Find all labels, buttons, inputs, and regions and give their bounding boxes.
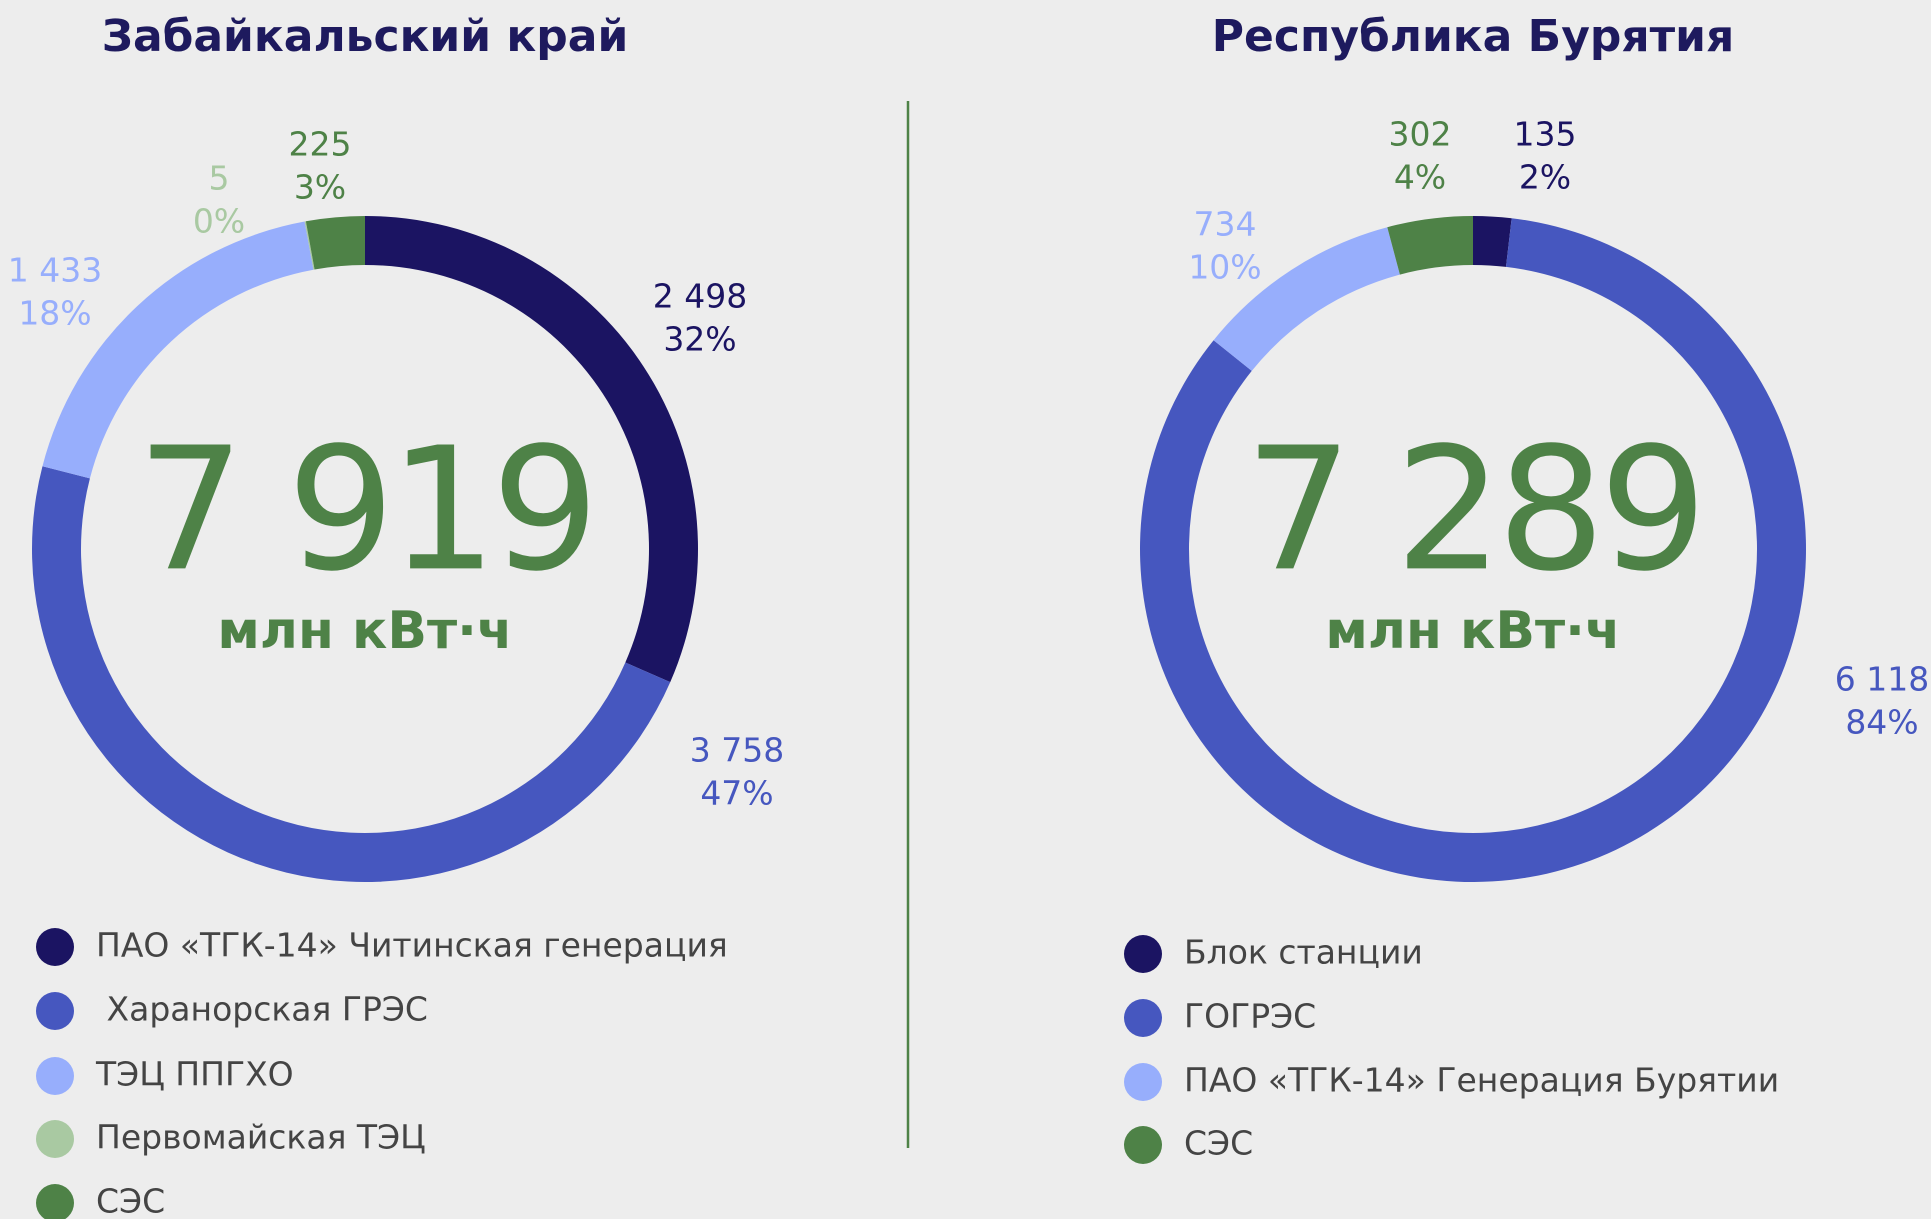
legend-label: СЭС	[96, 1182, 165, 1219]
legend-label: Первомайская ТЭЦ	[96, 1118, 426, 1157]
donut-segment	[32, 466, 671, 882]
legend-label: Блок станции	[1184, 933, 1423, 972]
donut-segment	[1213, 227, 1400, 371]
legend-marker	[36, 992, 74, 1030]
total-unit: млн кВт·ч	[1325, 601, 1620, 661]
percent-label: 10%	[1188, 248, 1261, 287]
chart-title: Забайкальский край	[102, 11, 629, 62]
legend-marker	[1124, 1063, 1162, 1101]
donut-segment	[1473, 216, 1512, 267]
percent-label: 32%	[663, 320, 736, 359]
legend-label: ПАО «ТГК-14» Читинская генерация	[96, 926, 728, 965]
percent-label: 84%	[1845, 703, 1918, 742]
chart-title: Республика Бурятия	[1212, 11, 1734, 62]
percent-label: 3%	[294, 168, 346, 207]
percent-label: 4%	[1394, 158, 1446, 197]
legend-label: ПАО «ТГК-14» Генерация Бурятии	[1184, 1061, 1779, 1100]
value-label: 3 758	[690, 731, 784, 770]
percent-label: 47%	[700, 774, 773, 813]
value-label: 2 498	[653, 277, 747, 316]
donut-segment	[365, 216, 698, 683]
value-label: 225	[289, 125, 352, 164]
donut-segment	[42, 221, 314, 479]
percent-label: 2%	[1519, 158, 1571, 197]
value-label: 1 433	[8, 251, 102, 290]
donut-segment	[304, 221, 315, 270]
total-value: 7 919	[137, 411, 594, 609]
value-label: 5	[209, 159, 230, 198]
legend-label: СЭС	[1184, 1124, 1253, 1163]
total-value: 7 289	[1245, 411, 1702, 609]
percent-label: 18%	[18, 294, 91, 333]
legend-marker	[1124, 1126, 1162, 1164]
legend-label: ГОГРЭС	[1184, 997, 1316, 1036]
percent-label: 0%	[193, 202, 245, 241]
donut-segment	[305, 216, 365, 270]
value-label: 6 118	[1835, 660, 1929, 699]
value-label: 734	[1194, 205, 1257, 244]
legend-marker	[36, 928, 74, 966]
legend-marker	[1124, 999, 1162, 1037]
value-label: 135	[1514, 115, 1577, 154]
donut-segment	[1387, 216, 1473, 275]
legend-marker	[36, 1120, 74, 1158]
legend-marker	[36, 1184, 74, 1219]
value-label: 302	[1389, 115, 1452, 154]
total-unit: млн кВт·ч	[217, 601, 512, 661]
legend-label: ТЭЦ ППГХО	[95, 1055, 294, 1094]
legend-marker	[36, 1057, 74, 1095]
legend-marker	[1124, 935, 1162, 973]
legend-label: Харанорская ГРЭС	[96, 990, 428, 1029]
